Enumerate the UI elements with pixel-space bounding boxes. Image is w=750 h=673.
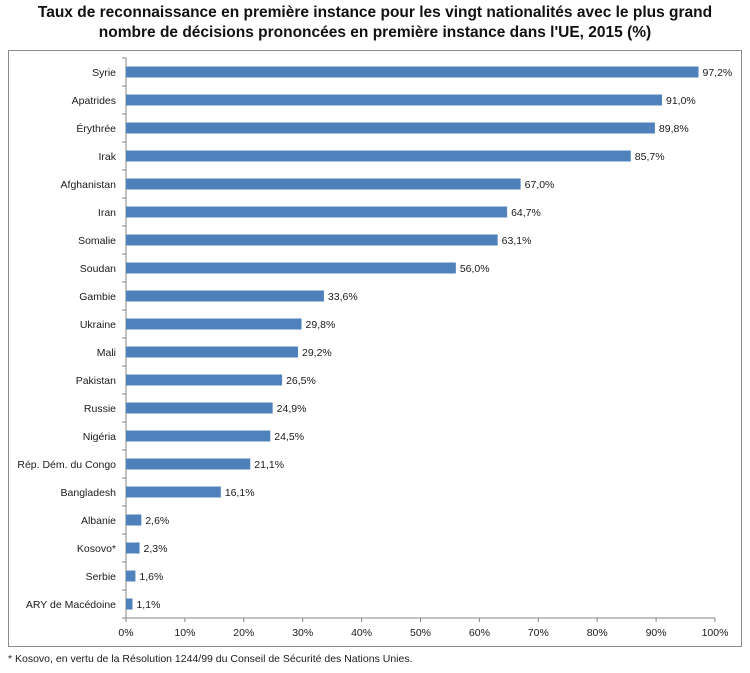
bar: [126, 234, 498, 246]
data-label: 85,7%: [635, 151, 665, 163]
bar: [126, 570, 136, 582]
data-label: 21,1%: [254, 459, 284, 471]
data-label: 63,1%: [502, 235, 532, 247]
category-label: Kosovo*: [77, 543, 116, 555]
data-label: 2,3%: [144, 543, 168, 555]
data-label: 24,9%: [277, 403, 307, 415]
x-tick-label: 0%: [118, 627, 133, 639]
category-label: ARY de Macédoine: [26, 599, 116, 611]
chart-area: Syrie 97,2% Apatrides 91,0% Érythrée 89,8% Ira…: [8, 50, 742, 647]
bar: [126, 178, 521, 190]
bar: [126, 122, 655, 134]
bar: [126, 66, 699, 78]
bar: [126, 150, 631, 162]
category-label: Afghanistan: [61, 179, 117, 191]
category-label: Soudan: [80, 263, 116, 275]
data-label: 29,8%: [306, 319, 336, 331]
category-label: Nigéria: [83, 431, 116, 443]
category-label: Gambie: [79, 291, 116, 303]
chart-title-line: Taux de reconnaissance en première insta…: [37, 4, 713, 21]
data-label: 67,0%: [525, 179, 555, 191]
category-label: Mali: [97, 347, 116, 359]
bar: [126, 458, 251, 470]
x-tick-label: 30%: [292, 627, 313, 639]
category-label: Rép. Dém. du Congo: [17, 459, 116, 471]
x-tick-label: 20%: [233, 627, 254, 639]
category-label: Érythrée: [76, 122, 116, 135]
bar: [126, 290, 324, 302]
category-label: Irak: [98, 151, 116, 163]
category-label: Serbie: [86, 571, 117, 583]
x-tick-label: 60%: [469, 627, 490, 639]
data-label: 24,5%: [274, 431, 304, 443]
category-label: Iran: [98, 207, 116, 219]
bar: [126, 430, 271, 442]
x-tick-label: 40%: [351, 627, 372, 639]
x-tick-label: 50%: [410, 627, 431, 639]
category-label: Bangladesh: [61, 487, 117, 499]
bar: [126, 206, 508, 218]
category-label: Albanie: [81, 515, 116, 527]
bar: [126, 542, 140, 554]
data-label: 1,6%: [139, 571, 163, 583]
x-tick-label: 90%: [646, 627, 667, 639]
footnote: * Kosovo, en vertu de la Résolution 1244…: [8, 653, 413, 665]
bar: [126, 402, 273, 414]
data-label: 56,0%: [460, 263, 490, 275]
category-label: Pakistan: [76, 375, 116, 387]
x-tick-label: 70%: [528, 627, 549, 639]
bar: [126, 318, 302, 330]
data-label: 16,1%: [225, 487, 255, 499]
chart-title-line: nombre de décisions prononcées en premiè…: [98, 24, 652, 41]
x-tick-label: 10%: [174, 627, 195, 639]
data-label: 89,8%: [659, 123, 689, 135]
x-tick-label: 100%: [702, 627, 729, 639]
bar: [126, 94, 662, 106]
data-label: 33,6%: [328, 291, 358, 303]
data-label: 97,2%: [703, 67, 733, 79]
category-label: Ukraine: [80, 319, 116, 331]
data-label: 1,1%: [136, 599, 160, 611]
bar: [126, 486, 221, 498]
bar: [126, 374, 283, 386]
bar: [126, 262, 456, 274]
bar: [126, 346, 298, 358]
bar-chart: Syrie 97,2% Apatrides 91,0% Érythrée 89,8% Ira…: [17, 57, 733, 639]
category-label: Apatrides: [72, 95, 116, 107]
category-label: Syrie: [92, 67, 116, 79]
bar: [126, 514, 142, 526]
data-label: 64,7%: [511, 207, 541, 219]
category-label: Somalie: [78, 235, 116, 247]
data-label: 29,2%: [302, 347, 332, 359]
data-label: 26,5%: [286, 375, 316, 387]
bar: [126, 598, 133, 610]
data-label: 91,0%: [666, 95, 696, 107]
x-tick-label: 80%: [587, 627, 608, 639]
category-label: Russie: [84, 403, 116, 415]
data-label: 2,6%: [145, 515, 169, 527]
chart-title: Taux de reconnaissance en première insta…: [0, 3, 750, 43]
